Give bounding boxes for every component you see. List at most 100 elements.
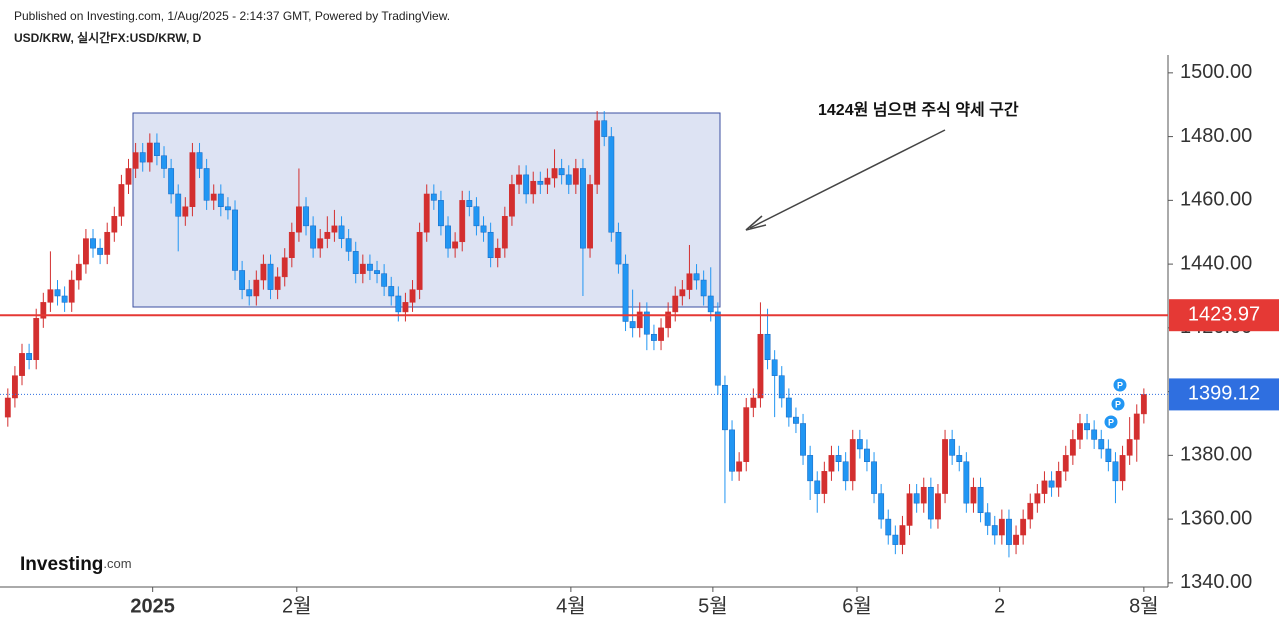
candle-body <box>359 263 366 274</box>
candle-body <box>296 206 302 233</box>
candle-body <box>622 263 629 322</box>
candle-body <box>679 289 686 297</box>
candle-body <box>54 289 61 297</box>
candle-body <box>83 238 89 265</box>
candle-body <box>672 295 679 313</box>
candle-body <box>402 302 409 313</box>
candle-body <box>594 120 601 185</box>
candle-body <box>984 512 991 526</box>
candle-body <box>139 152 146 163</box>
logo-suffix: .com <box>103 556 131 571</box>
candle-body <box>1091 429 1098 440</box>
candle-body <box>1020 518 1027 536</box>
candle-body <box>288 231 295 258</box>
event-marker <box>1112 377 1128 393</box>
candle-body <box>935 493 941 520</box>
candle-body <box>750 397 757 408</box>
candle-body <box>196 152 203 169</box>
event-marker <box>1103 414 1119 430</box>
candle-body <box>509 184 515 217</box>
y-tick-label: 1460.00 <box>1180 189 1252 211</box>
candle-body <box>1055 471 1062 488</box>
candle-body <box>480 225 487 233</box>
candle-body <box>239 270 246 290</box>
candle-body <box>430 193 437 201</box>
candle-body <box>310 225 317 249</box>
candle-body <box>906 493 913 526</box>
candle-body <box>537 180 544 185</box>
event-marker-label: P <box>1115 399 1121 409</box>
candle-body <box>771 359 778 376</box>
candle-body <box>856 439 863 450</box>
candle-body <box>1126 439 1133 456</box>
candle-body <box>814 480 821 494</box>
candle-body <box>516 174 522 185</box>
candle-body <box>970 486 977 504</box>
candle-body <box>303 206 309 227</box>
candle-body <box>246 289 253 297</box>
plot-area <box>4 111 1147 558</box>
candle-body <box>743 407 750 462</box>
candle-body <box>459 200 466 243</box>
x-tick-label: 2025 <box>130 595 175 617</box>
candle-body <box>942 439 948 494</box>
candle-body <box>466 200 473 207</box>
candle-body <box>580 168 586 249</box>
candle-body <box>693 273 700 281</box>
candle-body <box>878 493 885 520</box>
candle-body <box>920 486 927 504</box>
candle-body <box>487 231 494 258</box>
arrow-head <box>745 215 767 231</box>
candle-body <box>445 225 451 249</box>
candle-body <box>267 263 274 290</box>
candle-body <box>203 168 210 201</box>
candle-body <box>1006 518 1012 545</box>
candle-body <box>1048 480 1055 488</box>
x-tick-label: 2 <box>994 595 1005 617</box>
candle-body <box>473 206 480 227</box>
candle-body <box>416 231 423 290</box>
candle-body <box>381 273 388 287</box>
candle-body <box>395 295 402 313</box>
y-tick-label: 1440.00 <box>1180 252 1252 274</box>
candle-body <box>225 206 231 211</box>
candle-body <box>367 263 373 271</box>
candle-body <box>800 423 806 456</box>
candle-body <box>1034 493 1041 504</box>
candle-body <box>1133 413 1140 440</box>
candle-body <box>210 193 217 201</box>
candle-body <box>615 231 622 265</box>
candle-body <box>374 270 380 274</box>
candle-body <box>217 193 224 207</box>
candle-body <box>4 397 11 418</box>
candle-body <box>643 311 650 335</box>
candle-body <box>317 238 324 249</box>
candle-body <box>47 289 54 303</box>
candle-body <box>232 209 238 271</box>
candle-body <box>793 416 799 424</box>
candle-body <box>1098 439 1105 450</box>
candle-body <box>722 384 728 431</box>
candle-body <box>125 168 132 185</box>
candle-body <box>154 142 160 156</box>
candle-body <box>494 247 501 258</box>
candle-body <box>665 311 672 329</box>
candle-body <box>352 251 359 274</box>
candle-body <box>1112 461 1119 482</box>
candle-body <box>913 493 920 504</box>
candle-body <box>558 168 565 176</box>
candle-body <box>587 184 593 249</box>
candle-body <box>757 333 764 399</box>
candle-body <box>523 174 530 195</box>
logo-main: Investing <box>20 554 103 575</box>
logo: Investing.com <box>20 554 132 575</box>
candle-body <box>189 152 196 207</box>
candle-body <box>168 168 175 195</box>
candle-body <box>651 333 657 341</box>
candle-body <box>1027 502 1034 520</box>
candle-body <box>40 302 47 319</box>
candle-body <box>714 311 721 386</box>
candle-body <box>835 455 842 462</box>
x-tick-label: 5월 <box>698 594 728 617</box>
event-marker-label: P <box>1117 380 1123 390</box>
